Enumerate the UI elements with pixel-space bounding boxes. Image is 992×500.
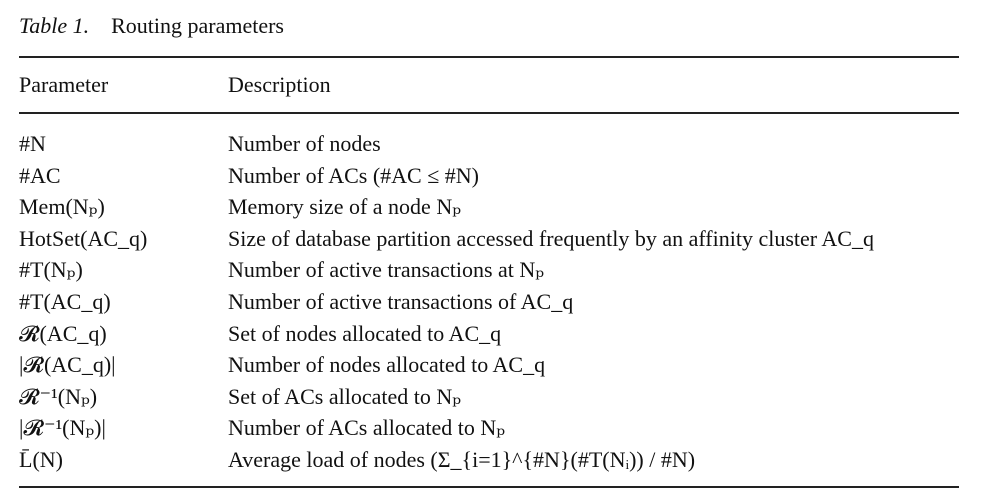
description-cell: Average load of nodes (Σ_{i=1}^{#N}(#T(N… xyxy=(228,446,696,472)
parameter-cell: #T(Nₚ) xyxy=(19,257,83,283)
table-body: #N Number of nodes #AC Number of ACs (#A… xyxy=(0,128,992,476)
description-cell: Number of nodes xyxy=(228,131,381,156)
description-cell: Number of nodes allocated to AC_q xyxy=(228,352,546,378)
description-cell: Number of ACs (#AC ≤ #N) xyxy=(228,162,480,188)
parameter-cell: 𝓡(AC_q) xyxy=(19,320,107,346)
description-cell: Set of ACs allocated to Nₚ xyxy=(228,383,462,409)
table-header-rule xyxy=(19,112,959,114)
parameter-cell: |𝓡⁻¹(Nₚ)| xyxy=(19,415,106,441)
description-cell: Memory size of a node Nₚ xyxy=(228,194,462,220)
table-caption-title: Routing parameters xyxy=(111,13,284,38)
table-caption: Table 1. Routing parameters xyxy=(19,12,284,40)
table-row: Mem(Nₚ) Memory size of a node Nₚ xyxy=(0,191,992,223)
parameter-cell: 𝓡⁻¹(Nₚ) xyxy=(19,383,98,409)
table-row: #T(AC_q) Number of active transactions o… xyxy=(0,286,992,318)
table-top-rule xyxy=(19,56,959,58)
parameter-cell: HotSet(AC_q) xyxy=(19,225,148,251)
description-cell: Number of ACs allocated to Nₚ xyxy=(228,415,506,441)
header-description: Description xyxy=(228,72,331,97)
header-parameter: Parameter xyxy=(19,72,109,97)
table-bottom-rule xyxy=(19,486,959,488)
description-cell: Size of database partition accessed freq… xyxy=(228,225,874,251)
parameter-cell: Mem(Nₚ) xyxy=(19,194,105,220)
description-cell: Number of active transactions of AC_q xyxy=(228,288,574,314)
table-row: L̄(N) Average load of nodes (Σ_{i=1}^{#N… xyxy=(0,444,992,476)
table-caption-label: Table 1. xyxy=(19,13,90,38)
parameter-cell: #T(AC_q) xyxy=(19,288,111,314)
parameter-cell: #AC xyxy=(19,162,61,188)
table-row: #N Number of nodes xyxy=(0,128,992,160)
parameter-cell: #N xyxy=(19,131,46,156)
table-row: 𝓡(AC_q) Set of nodes allocated to AC_q xyxy=(0,318,992,350)
table-row: #AC Number of ACs (#AC ≤ #N) xyxy=(0,160,992,192)
table-row: 𝓡⁻¹(Nₚ) Set of ACs allocated to Nₚ xyxy=(0,381,992,413)
description-cell: Set of nodes allocated to AC_q xyxy=(228,320,502,346)
description-cell: Number of active transactions at Nₚ xyxy=(228,257,545,283)
parameter-cell: |𝓡(AC_q)| xyxy=(19,352,116,378)
table-row: |𝓡(AC_q)| Number of nodes allocated to A… xyxy=(0,349,992,381)
table-row: HotSet(AC_q) Size of database partition … xyxy=(0,223,992,255)
table-row: |𝓡⁻¹(Nₚ)| Number of ACs allocated to Nₚ xyxy=(0,412,992,444)
parameter-cell: L̄(N) xyxy=(19,446,63,472)
table-row: #T(Nₚ) Number of active transactions at … xyxy=(0,254,992,286)
